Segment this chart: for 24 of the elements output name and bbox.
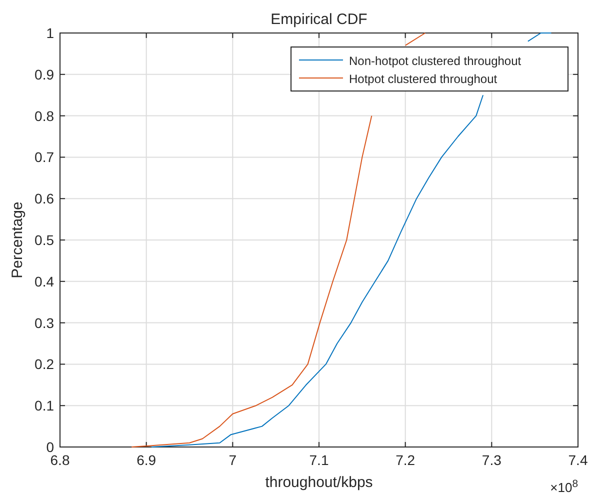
y-tick-label: 0.1 (34, 398, 54, 414)
y-tick-label: 0.4 (34, 273, 54, 290)
text: ×10$^{8}$ (550, 478, 578, 495)
y-tick-label: 0.6 (34, 190, 54, 207)
y-tick-label: 0.3 (34, 314, 54, 331)
x-tick-label: 7.4 (568, 452, 588, 468)
x-axis-title: throughout/kbps (265, 474, 373, 491)
x-tick-label: 7.3 (482, 452, 502, 468)
y-tick-label: 0.7 (34, 149, 54, 166)
chart-title: Empirical CDF (270, 11, 368, 28)
x-tick-label: 6.9 (136, 452, 156, 468)
y-tick-label: 0 (46, 439, 54, 455)
y-tick-label: 0.8 (34, 108, 54, 124)
x-tick-label: 6.8 (50, 452, 70, 468)
y-axis-title: Percentage (9, 202, 26, 278)
legend-label: Non-hotpot clustered throughout (349, 54, 522, 68)
x-tick-label: 7.1 (309, 452, 329, 468)
y-tick-label: 1 (46, 25, 54, 41)
y-tick-label: 0.5 (34, 232, 54, 248)
y-tick-label: 0.9 (34, 66, 54, 82)
y-tick-label: 0.2 (34, 356, 54, 372)
x-tick-label: 7.2 (396, 452, 416, 468)
x-tick-label: 7 (228, 452, 237, 468)
legend-label: Hotpot clustered throughout (349, 72, 498, 86)
